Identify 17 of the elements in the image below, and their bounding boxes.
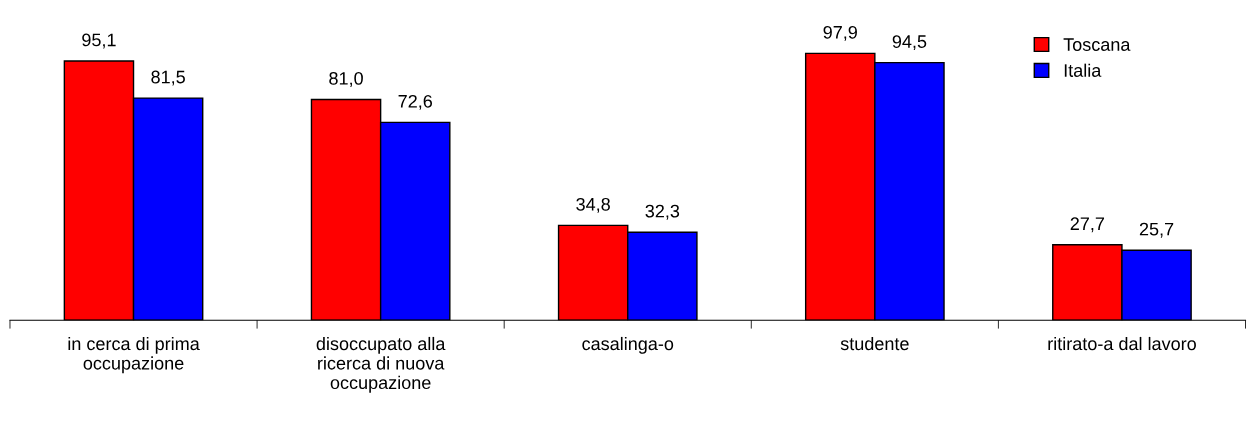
data-label: 94,5 bbox=[892, 35, 927, 51]
x-tick-label: in cerca di prima occupazione bbox=[68, 336, 200, 374]
data-label: 81,5 bbox=[151, 70, 185, 86]
legend-label: Toscana bbox=[1063, 38, 1131, 51]
x-tick-label: studente bbox=[840, 336, 909, 351]
data-label: 95,1 bbox=[82, 33, 116, 49]
data-label: 32,3 bbox=[645, 204, 680, 220]
legend-label: Italia bbox=[1064, 63, 1102, 77]
x-tick-label: disoccupato alla ricerca di nuova occupazione bbox=[316, 336, 446, 393]
data-label: 25,7 bbox=[1139, 222, 1174, 238]
data-label: 27,7 bbox=[1070, 217, 1105, 233]
data-label: 81,0 bbox=[329, 71, 363, 87]
data-label: 34,8 bbox=[576, 197, 610, 213]
x-tick-label: ritirato-a dal lavoro bbox=[1048, 336, 1196, 351]
data-label: 97,9 bbox=[823, 25, 857, 41]
data-label: 72,6 bbox=[398, 94, 433, 110]
x-tick-label: casalinga-o bbox=[582, 336, 674, 354]
